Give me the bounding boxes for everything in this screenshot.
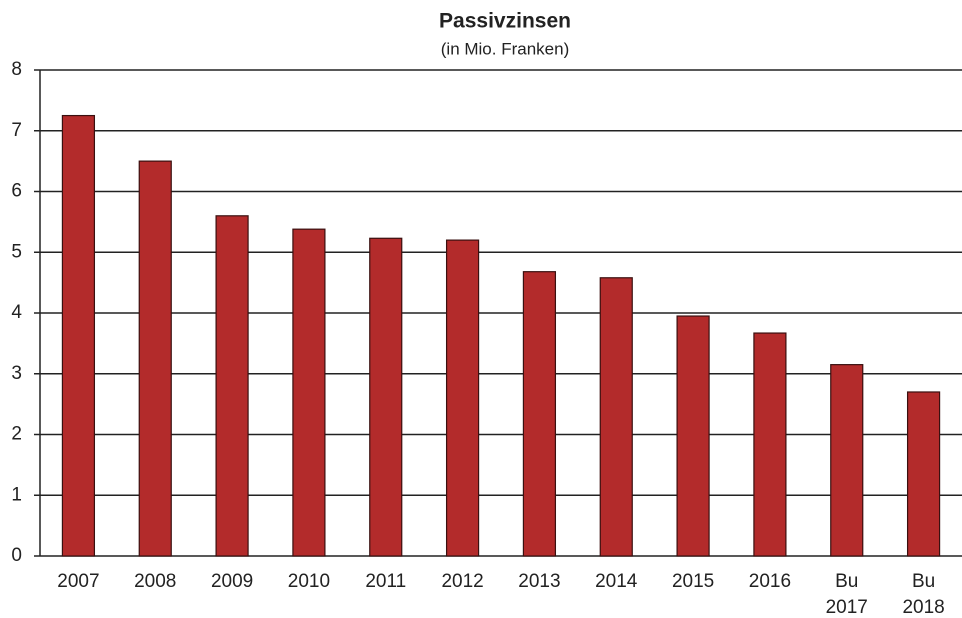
bar: [753, 332, 787, 557]
bar: [830, 364, 864, 557]
x-tick-label: 2014: [595, 571, 638, 592]
y-tick-label: 5: [11, 241, 22, 262]
y-tick-label: 4: [11, 302, 22, 323]
y-tick-label: 2: [11, 424, 22, 445]
x-tick-label: Bu 2017: [826, 571, 868, 618]
bar: [522, 271, 557, 557]
x-tick-label: 2016: [749, 571, 791, 592]
x-tick-label: 2011: [365, 571, 406, 592]
bar: [599, 277, 633, 557]
x-tick-label: 2007: [57, 571, 99, 592]
chart-title: Passivzinsen: [439, 10, 571, 33]
bar: [676, 315, 710, 557]
x-tick-label: 2013: [518, 571, 560, 592]
x-tick-label: 2012: [441, 571, 483, 592]
bar: [61, 114, 96, 557]
x-tick-label: 2008: [134, 571, 176, 592]
chart-subtitle: (in Mio. Franken): [441, 39, 569, 58]
y-tick-label: 1: [11, 484, 22, 505]
y-tick-label: 7: [11, 120, 22, 141]
x-tick-label: Bu 2018: [902, 571, 944, 618]
y-tick-label: 3: [11, 363, 22, 384]
y-tick-label: 0: [11, 545, 22, 566]
bar: [138, 160, 172, 557]
x-tick-label: 2009: [211, 571, 253, 592]
x-tick-label: 2015: [672, 571, 714, 592]
bar: [369, 237, 403, 557]
y-tick-label: 8: [11, 59, 22, 80]
y-tick-label: 6: [11, 181, 22, 202]
x-tick-label: 2010: [288, 571, 330, 592]
bar: [445, 239, 480, 557]
bar: [215, 215, 249, 557]
bar: [906, 391, 941, 557]
bar: [292, 228, 326, 557]
